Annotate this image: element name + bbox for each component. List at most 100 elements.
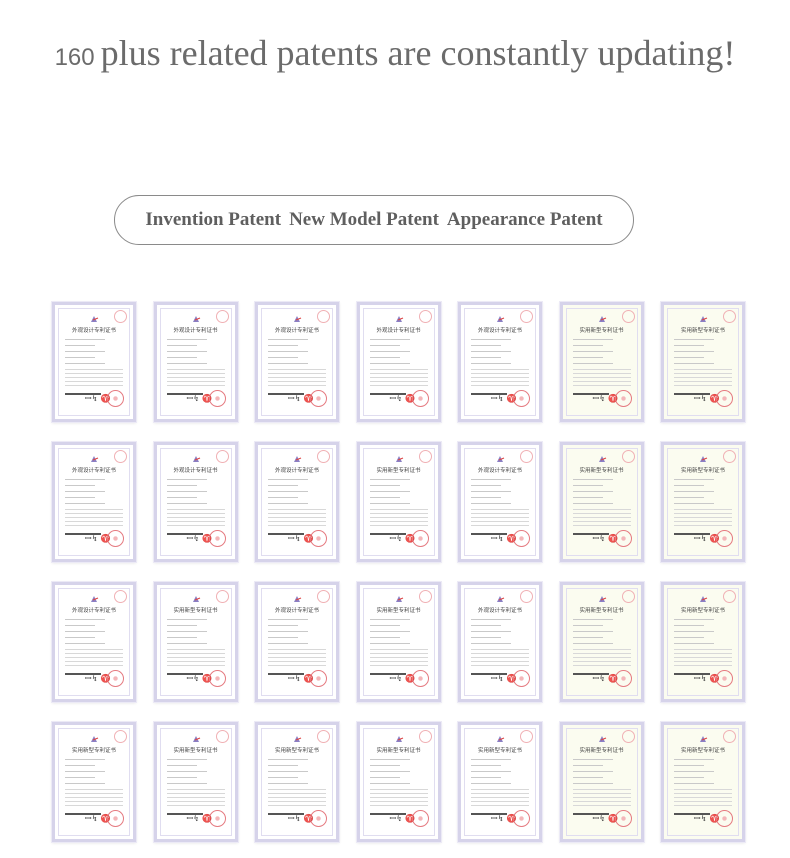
patent-certificate: 实用新型专利证书 ꟷ↯ ♈ bbox=[559, 302, 644, 422]
signature: ꟷ↯ ♈ bbox=[694, 394, 720, 403]
signature: ꟷ↯ ♈ bbox=[694, 674, 720, 683]
certificate-title: 外观设计专利证书 bbox=[274, 468, 319, 474]
certificate-title: 外观设计专利证书 bbox=[274, 328, 319, 334]
category-new-model: New Model Patent bbox=[289, 209, 439, 230]
signature: ꟷ↯ ♈ bbox=[491, 534, 517, 543]
patent-office-logo-icon bbox=[192, 736, 200, 742]
official-seal-icon bbox=[614, 390, 632, 407]
patent-certificate: 实用新型专利证书 ꟷ↯ ♈ bbox=[255, 722, 339, 842]
signature: ꟷ↯ ♈ bbox=[592, 814, 619, 823]
corner-stamp-icon bbox=[520, 590, 533, 603]
patent-office-logo-icon bbox=[91, 596, 99, 602]
signature: ꟷ↯ ♈ bbox=[85, 814, 111, 823]
certificate-title: 外观设计专利证书 bbox=[477, 328, 522, 334]
corner-stamp-icon bbox=[317, 310, 330, 323]
official-seal-icon bbox=[614, 670, 632, 687]
certificate-title: 实用新型专利证书 bbox=[579, 468, 624, 474]
signature: ꟷ↯ ♈ bbox=[592, 394, 619, 403]
certificate-title: 外观设计专利证书 bbox=[477, 608, 522, 614]
corner-stamp-icon bbox=[418, 730, 432, 743]
patent-office-logo-icon bbox=[91, 736, 99, 742]
patent-office-logo-icon bbox=[91, 316, 99, 322]
corner-stamp-icon bbox=[621, 310, 635, 323]
corner-stamp-icon bbox=[621, 730, 635, 743]
signature: ꟷ↯ ♈ bbox=[288, 394, 314, 403]
official-seal-icon bbox=[310, 670, 327, 687]
signature: ꟷ↯ ♈ bbox=[85, 674, 111, 683]
corner-stamp-icon bbox=[215, 730, 229, 743]
signature: ꟷ↯ ♈ bbox=[389, 534, 416, 543]
official-seal-icon bbox=[513, 670, 530, 687]
official-seal-icon bbox=[513, 390, 530, 407]
certificate-title: 实用新型专利证书 bbox=[376, 468, 421, 474]
official-seal-icon bbox=[310, 390, 327, 407]
signature: ꟷ↯ ♈ bbox=[288, 814, 314, 823]
patent-certificate: 外观设计专利证书 ꟷ↯ ♈ bbox=[52, 442, 136, 562]
official-seal-icon bbox=[716, 810, 733, 827]
patent-office-logo-icon bbox=[497, 596, 505, 602]
patent-office-logo-icon bbox=[497, 456, 505, 462]
signature: ꟷ↯ ♈ bbox=[288, 674, 314, 683]
patent-certificate: 外观设计专利证书 ꟷ↯ ♈ bbox=[52, 302, 136, 422]
signature: ꟷ↯ ♈ bbox=[389, 674, 416, 683]
official-seal-icon bbox=[716, 390, 733, 407]
patent-certificate: 实用新型专利证书 ꟷ↯ ♈ bbox=[661, 722, 745, 842]
signature: ꟷ↯ ♈ bbox=[389, 814, 416, 823]
patent-categories: Invention Patent New Model Patent Appear… bbox=[114, 195, 634, 245]
patent-office-logo-icon bbox=[700, 316, 708, 322]
official-seal-icon bbox=[614, 810, 632, 827]
corner-stamp-icon bbox=[215, 590, 229, 603]
patent-office-logo-icon bbox=[395, 456, 403, 462]
certificate-title: 实用新型专利证书 bbox=[579, 328, 624, 334]
headline: 160 plus related patents are constantly u… bbox=[0, 32, 790, 74]
signature: ꟷ↯ ♈ bbox=[491, 394, 517, 403]
patent-certificate: 外观设计专利证书 ꟷ↯ ♈ bbox=[153, 442, 238, 562]
certificate-title: 实用新型专利证书 bbox=[680, 328, 725, 334]
certificate-title: 实用新型专利证书 bbox=[173, 608, 218, 614]
corner-stamp-icon bbox=[723, 590, 736, 603]
corner-stamp-icon bbox=[723, 730, 736, 743]
official-seal-icon bbox=[208, 390, 226, 407]
patent-certificate: 实用新型专利证书 ꟷ↯ ♈ bbox=[661, 442, 745, 562]
certificate-title: 外观设计专利证书 bbox=[173, 468, 218, 474]
certificate-title: 实用新型专利证书 bbox=[376, 608, 421, 614]
certificate-title: 实用新型专利证书 bbox=[274, 748, 319, 754]
corner-stamp-icon bbox=[317, 450, 330, 463]
patent-certificate: 实用新型专利证书 ꟷ↯ ♈ bbox=[52, 722, 136, 842]
official-seal-icon bbox=[411, 810, 429, 827]
patent-certificate: 实用新型专利证书 ꟷ↯ ♈ bbox=[153, 582, 238, 702]
certificate-title: 外观设计专利证书 bbox=[71, 468, 116, 474]
patent-certificate: 外观设计专利证书 ꟷ↯ ♈ bbox=[255, 582, 339, 702]
patent-office-logo-icon bbox=[91, 456, 99, 462]
official-seal-icon bbox=[614, 530, 632, 547]
official-seal-icon bbox=[208, 530, 226, 547]
category-appearance: Appearance Patent bbox=[446, 209, 603, 230]
patent-office-logo-icon bbox=[598, 456, 606, 462]
corner-stamp-icon bbox=[520, 310, 533, 323]
patent-office-logo-icon bbox=[192, 456, 200, 462]
certificate-title: 外观设计专利证书 bbox=[71, 328, 116, 334]
signature: ꟷ↯ ♈ bbox=[288, 534, 314, 543]
patent-certificate: 外观设计专利证书 ꟷ↯ ♈ bbox=[356, 302, 441, 422]
corner-stamp-icon bbox=[418, 450, 432, 463]
corner-stamp-icon bbox=[114, 590, 127, 603]
patent-certificate: 外观设计专利证书 ꟷ↯ ♈ bbox=[52, 582, 136, 702]
patent-certificate: 实用新型专利证书 ꟷ↯ ♈ bbox=[559, 582, 644, 702]
signature: ꟷ↯ ♈ bbox=[694, 534, 720, 543]
patent-certificate: 实用新型专利证书 ꟷ↯ ♈ bbox=[356, 442, 441, 562]
patent-certificate: 实用新型专利证书 ꟷ↯ ♈ bbox=[559, 442, 644, 562]
patent-office-logo-icon bbox=[294, 596, 302, 602]
patent-certificate: 外观设计专利证书 ꟷ↯ ♈ bbox=[255, 442, 339, 562]
certificate-title: 实用新型专利证书 bbox=[173, 748, 218, 754]
patent-office-logo-icon bbox=[700, 456, 708, 462]
signature: ꟷ↯ ♈ bbox=[186, 674, 213, 683]
patent-certificate: 实用新型专利证书 ꟷ↯ ♈ bbox=[356, 722, 441, 842]
category-invention: Invention Patent bbox=[145, 209, 282, 230]
patent-office-logo-icon bbox=[598, 736, 606, 742]
corner-stamp-icon bbox=[317, 590, 330, 603]
signature: ꟷ↯ ♈ bbox=[389, 394, 416, 403]
corner-stamp-icon bbox=[621, 450, 635, 463]
signature: ꟷ↯ ♈ bbox=[85, 394, 111, 403]
corner-stamp-icon bbox=[418, 590, 432, 603]
patent-certificate: 实用新型专利证书 ꟷ↯ ♈ bbox=[559, 722, 644, 842]
